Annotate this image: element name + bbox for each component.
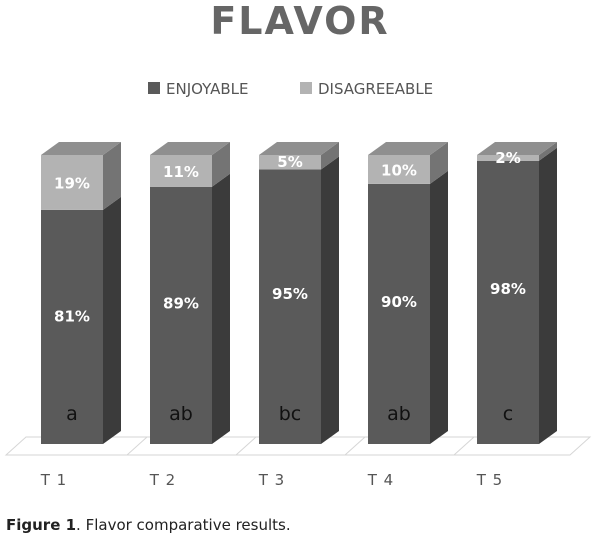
chart-svg: FLAVOR ENJOYABLE DISAGREEABLE 81% 19% a 89% 1… (4, 0, 592, 489)
x-tick-label: T 4 (367, 471, 394, 489)
data-label-disagreeable: 10% (381, 161, 417, 179)
bar-enjoyable (368, 183, 430, 444)
bar-side-disagreeable (212, 142, 230, 187)
bar-group-1: 81% 19% a (41, 142, 121, 444)
bar-disagreeable (477, 155, 539, 161)
bar-group-5: 98% 2% c (477, 142, 557, 444)
bar-disagreeable (41, 155, 103, 210)
bar-top-face (150, 142, 230, 155)
bar-side-disagreeable (321, 142, 339, 170)
bar-side-enjoyable (430, 170, 448, 444)
data-label-disagreeable: 2% (495, 149, 520, 167)
group-letter: bc (279, 403, 302, 425)
chart-title: FLAVOR (210, 0, 389, 43)
floor-divider (453, 436, 475, 456)
bar-top-face (477, 142, 557, 155)
bar-side-enjoyable (539, 147, 557, 444)
group-letter: ab (387, 403, 411, 425)
legend-label-disagreeable: DISAGREEABLE (318, 80, 433, 98)
bar-side-disagreeable (539, 142, 557, 161)
data-label-disagreeable: 5% (277, 153, 302, 171)
data-label-enjoyable: 81% (54, 307, 90, 325)
bar-top-face (368, 142, 448, 155)
bar-top-face (259, 142, 339, 155)
legend-label-enjoyable: ENJOYABLE (166, 80, 249, 98)
x-tick-label: T 2 (149, 471, 176, 489)
bar-top-face (41, 142, 121, 155)
group-letter: c (503, 403, 513, 425)
data-label-enjoyable: 90% (381, 293, 417, 311)
x-tick-label: T 1 (40, 471, 67, 489)
figure-caption: Figure 1. Flavor comparative results. (6, 516, 291, 534)
bar-group-2: 89% 11% ab (150, 142, 230, 445)
bar-enjoyable (259, 169, 321, 444)
legend: ENJOYABLE DISAGREEABLE (148, 80, 433, 98)
data-label-enjoyable: 98% (490, 280, 526, 298)
bar-group-3: 95% 5% bc (259, 142, 339, 444)
bars: 81% 19% a 89% 11% ab 95% 5% bc 90% 10% ab 98% 2% c (41, 142, 557, 445)
data-label-enjoyable: 89% (163, 295, 199, 313)
bar-group-4: 90% 10% ab (368, 142, 448, 444)
caption-text: . Flavor comparative results. (76, 516, 291, 534)
caption-label: Figure 1 (6, 516, 77, 534)
data-label-enjoyable: 95% (272, 285, 308, 303)
bar-disagreeable (368, 155, 430, 184)
legend-swatch-disagreeable (300, 82, 312, 94)
bar-side-enjoyable (321, 156, 339, 444)
bar-side-enjoyable (103, 196, 121, 444)
group-letter: a (66, 403, 78, 425)
x-tick-label: T 5 (476, 471, 503, 489)
bar-disagreeable (150, 155, 212, 187)
bar-enjoyable (477, 160, 539, 444)
x-tick-label: T 3 (258, 471, 285, 489)
bar-side-disagreeable (103, 142, 121, 210)
bar-side-enjoyable (212, 173, 230, 445)
bar-enjoyable (41, 209, 103, 444)
bar-enjoyable (150, 186, 212, 445)
legend-swatch-enjoyable (148, 82, 160, 94)
data-label-disagreeable: 19% (54, 174, 90, 192)
floor-divider (235, 436, 257, 456)
x-axis-ticks: T 1 T 2 T 3 T 4 T 5 (40, 471, 503, 489)
floor-divider (344, 436, 366, 456)
bar-disagreeable (259, 155, 321, 170)
floor-divider (126, 436, 148, 456)
bar-side-disagreeable (430, 142, 448, 184)
data-label-disagreeable: 11% (163, 163, 199, 181)
group-letter: ab (169, 403, 193, 425)
